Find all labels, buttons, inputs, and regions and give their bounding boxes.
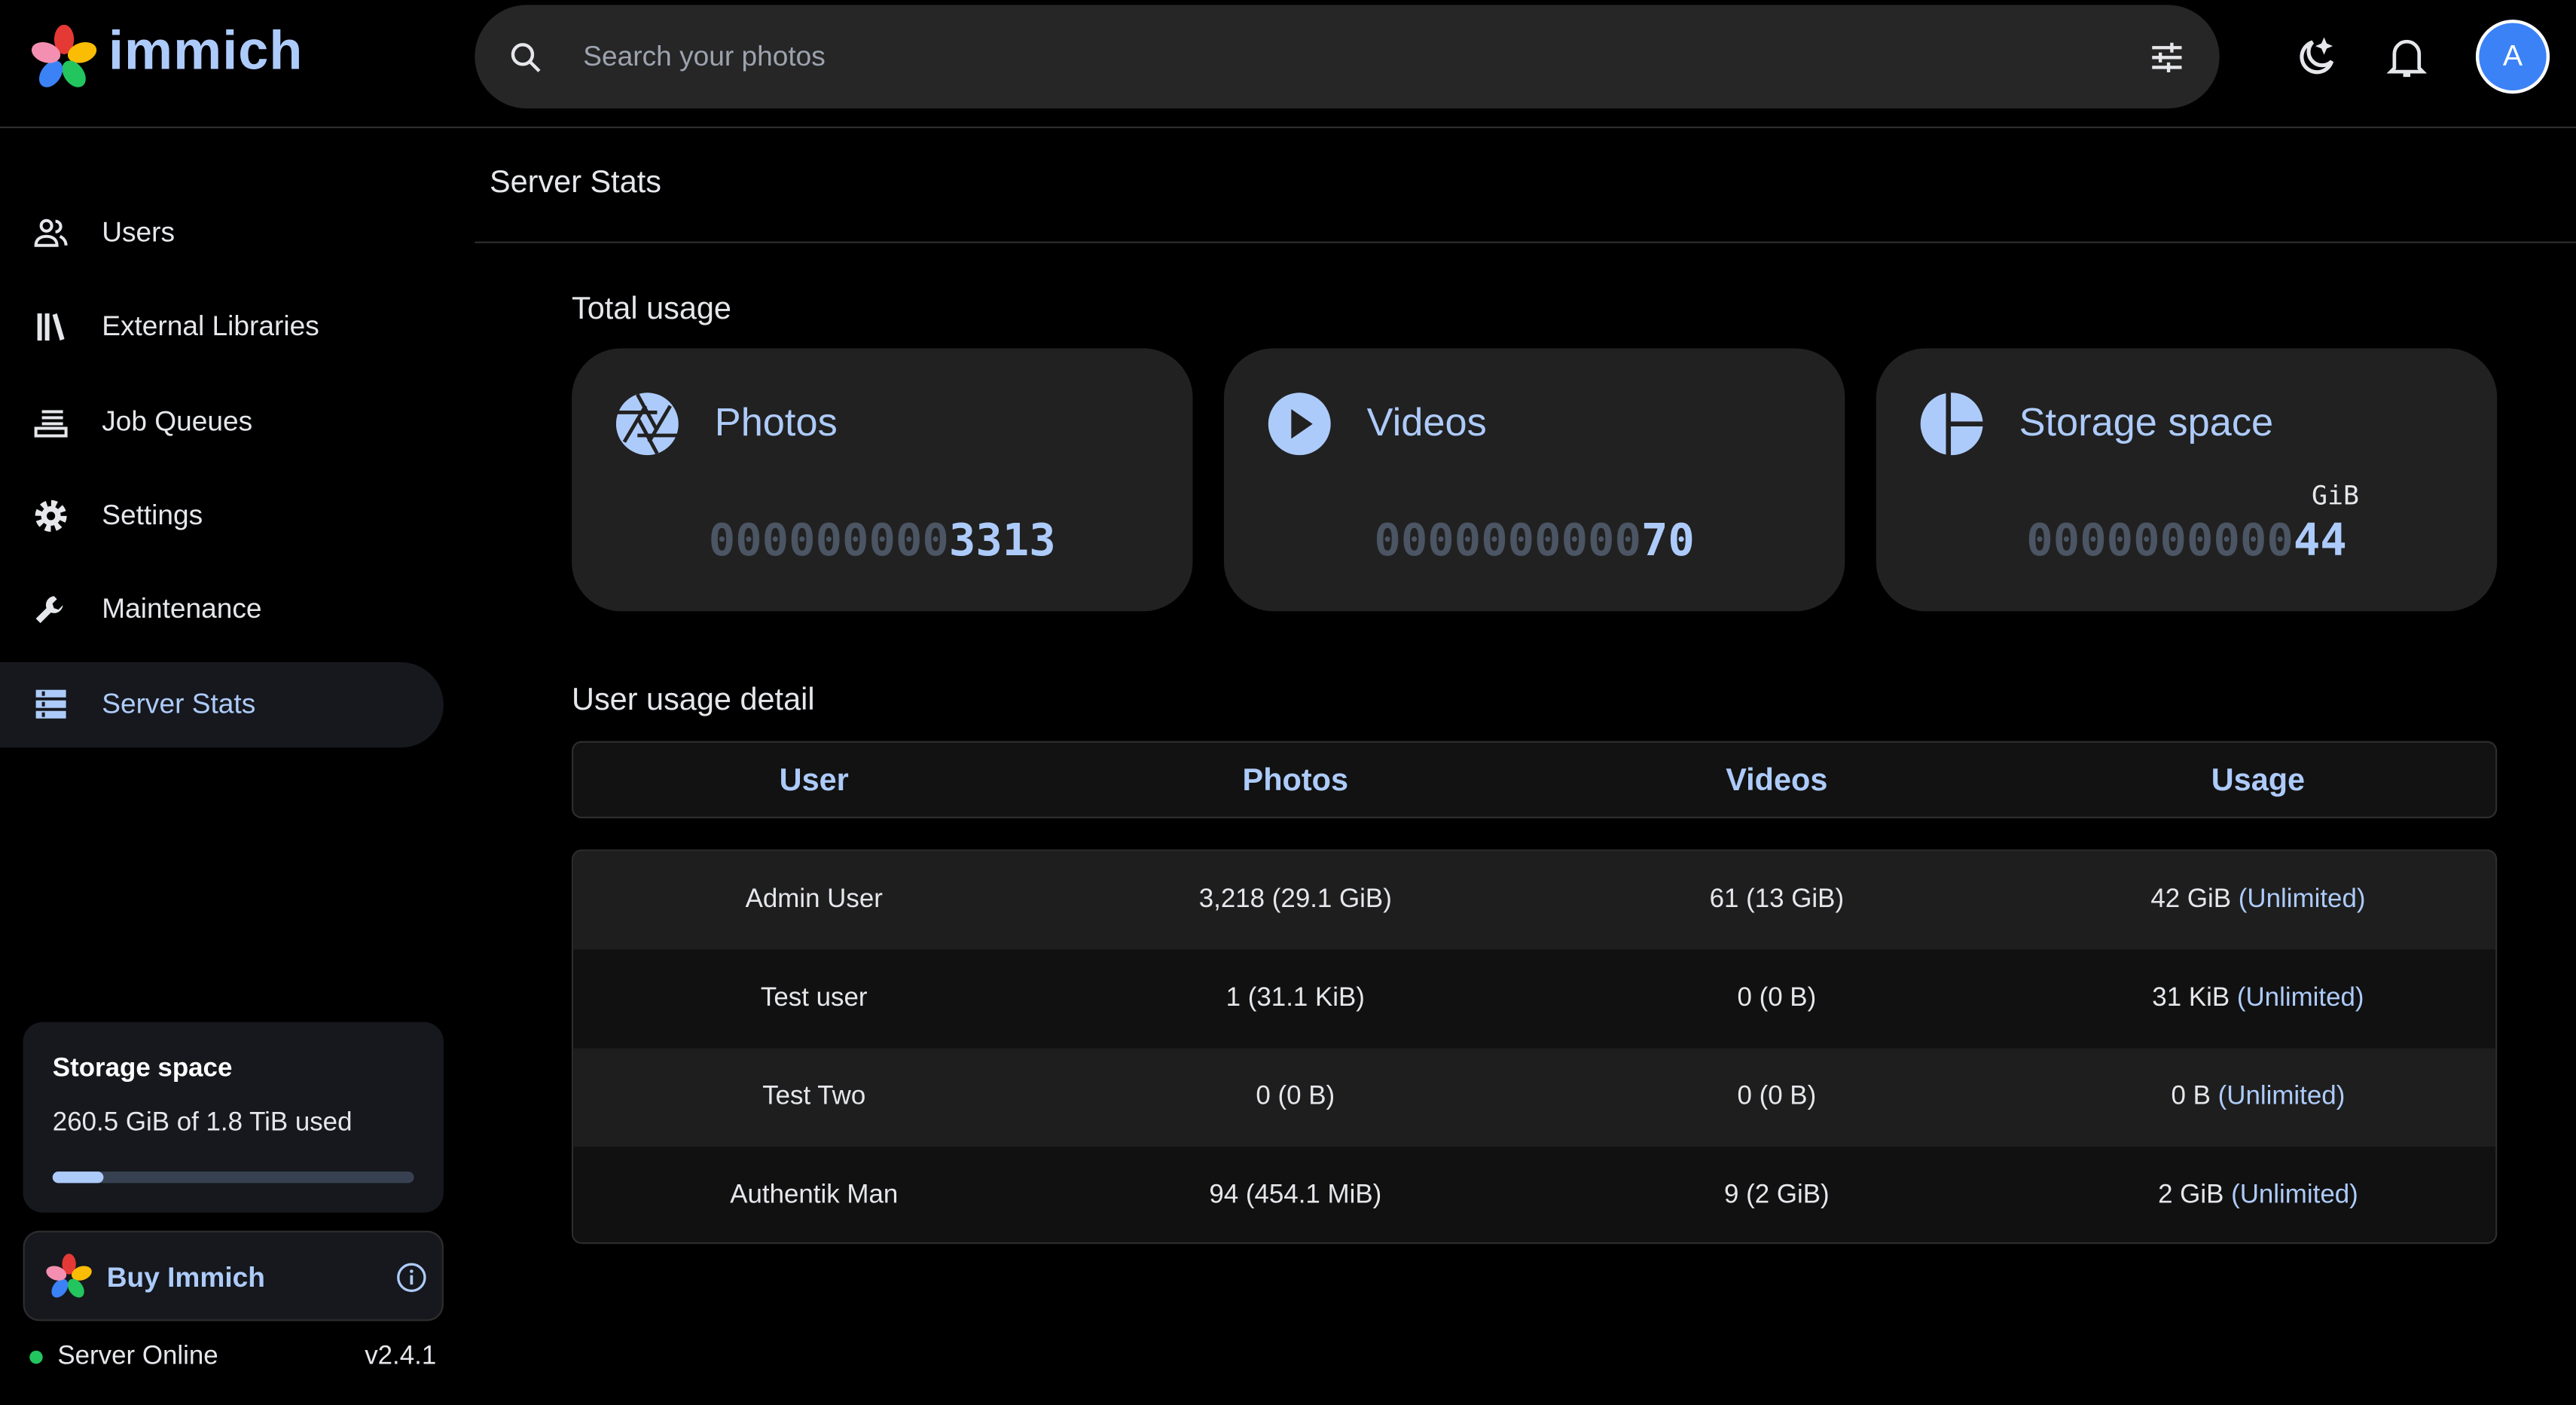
user-usage-table: Admin User 3,218 (29.1 GiB) 61 (13 GiB) 42 … <box>572 849 2498 1245</box>
cell-usage: 31 KiB (Unlimited) <box>2017 984 2495 1013</box>
sidebar-item-server-stats[interactable]: Server Stats <box>0 661 444 748</box>
cell-photos: 0 (0 B) <box>1256 1083 1335 1111</box>
cell-user: Test user <box>760 984 868 1013</box>
buy-immich-label: Buy Immich <box>106 1262 265 1294</box>
notifications-bell-icon[interactable] <box>2385 35 2428 81</box>
table-row: Test user 1 (31.1 KiB) 0 (0 B) 31 KiB (Unli… <box>573 949 2496 1049</box>
total-usage-heading: Total usage <box>572 292 731 328</box>
buy-immich-button[interactable]: Buy Immich <box>23 1230 444 1321</box>
card-title: Videos <box>1366 401 1487 446</box>
photos-card: Photos 0000000003313 <box>572 348 1193 612</box>
cell-videos: 9 (2 GiB) <box>1724 1181 1830 1210</box>
wrench-icon <box>33 591 69 628</box>
column-header-usage: Usage <box>2211 764 2306 799</box>
cell-videos: 0 (0 B) <box>1737 984 1817 1013</box>
usage-value: 2 GiB <box>2158 1181 2224 1210</box>
usage-value: 42 GiB <box>2150 885 2232 914</box>
videos-count: 000000000070 <box>1374 515 1695 567</box>
sidebar-item-job-queues[interactable]: Job Queues <box>0 380 444 465</box>
storage-space-card: Storage space GiB 000000000044 <box>1876 348 2498 612</box>
column-header-user: User <box>779 764 849 799</box>
quota-label: (Unlimited) <box>2231 1181 2358 1210</box>
theme-toggle-icon[interactable] <box>2294 35 2339 81</box>
storage-progress-fill <box>52 1171 103 1184</box>
users-icon <box>33 215 69 252</box>
cell-usage: 0 B (Unlimited) <box>2017 1083 2495 1112</box>
sidebar-item-label: External Libraries <box>102 310 319 342</box>
sidebar-item-maintenance[interactable]: Maintenance <box>0 567 444 652</box>
search-bar[interactable]: Search your photos <box>475 5 2220 108</box>
server-icon <box>33 687 69 723</box>
server-status-text: Server Online <box>57 1342 218 1371</box>
photos-count: 0000000003313 <box>708 515 1056 567</box>
play-circle-icon <box>1267 391 1332 457</box>
storage-progress-bar <box>52 1171 414 1184</box>
immich-logo-icon[interactable] <box>31 24 97 90</box>
server-status-dot <box>29 1350 43 1364</box>
sidebar-item-label: Users <box>102 216 175 249</box>
immich-logo-icon <box>46 1254 92 1300</box>
cell-videos: 61 (13 GiB) <box>1709 885 1845 914</box>
storage-amount: 000000000044 <box>2026 515 2347 567</box>
table-row: Admin User 3,218 (29.1 GiB) 61 (13 GiB) 42 … <box>573 851 2496 950</box>
user-avatar[interactable]: A <box>2475 20 2550 94</box>
videos-card: Videos 000000000070 <box>1223 348 1845 612</box>
page-title: Server Stats <box>489 166 661 201</box>
quota-label: (Unlimited) <box>2217 1083 2346 1111</box>
gear-icon <box>33 498 69 534</box>
quota-label: (Unlimited) <box>2236 984 2364 1013</box>
camera-aperture-icon <box>615 391 680 457</box>
quota-label: (Unlimited) <box>2238 885 2366 914</box>
cell-usage: 2 GiB (Unlimited) <box>2017 1181 2495 1211</box>
card-title: Photos <box>714 401 838 446</box>
sidebar-item-users[interactable]: Users <box>0 191 444 276</box>
app-name[interactable]: immich <box>108 20 304 81</box>
search-filter-icon[interactable] <box>2147 38 2187 77</box>
sidebar-item-label: Maintenance <box>102 593 262 625</box>
top-bar: immich Search your photos A <box>0 0 2576 129</box>
search-input[interactable]: Search your photos <box>583 41 826 72</box>
column-header-videos: Videos <box>1726 764 1828 799</box>
sidebar-item-label: Job Queues <box>102 405 253 438</box>
table-header: User Photos Videos Usage <box>572 741 2498 819</box>
search-icon[interactable] <box>508 39 544 75</box>
sidebar-item-external-libraries[interactable]: External Libraries <box>0 284 444 369</box>
storage-usage-text: 260.5 GiB of 1.8 TiB used <box>52 1109 353 1138</box>
column-header-photos: Photos <box>1242 764 1349 799</box>
usage-value: 0 B <box>2171 1083 2211 1111</box>
cell-user: Test Two <box>762 1083 866 1111</box>
info-icon[interactable] <box>396 1262 427 1293</box>
cell-photos: 3,218 (29.1 GiB) <box>1198 885 1392 914</box>
storage-unit: GiB <box>2312 479 2360 512</box>
cell-photos: 1 (31.1 KiB) <box>1225 984 1365 1013</box>
storage-title: Storage space <box>52 1055 233 1083</box>
cell-photos: 94 (454.1 MiB) <box>1209 1181 1382 1210</box>
table-row: Test Two 0 (0 B) 0 (0 B) 0 B (Unlimited) <box>573 1048 2496 1147</box>
sidebar-item-label: Server Stats <box>102 688 256 720</box>
cell-usage: 42 GiB (Unlimited) <box>2017 885 2495 915</box>
cell-videos: 0 (0 B) <box>1737 1083 1817 1111</box>
sidebar-item-settings[interactable]: Settings <box>0 473 444 558</box>
divider <box>475 241 2576 243</box>
queue-icon <box>33 405 69 441</box>
library-icon <box>33 309 69 345</box>
table-row: Authentik Man 94 (454.1 MiB) 9 (2 GiB) 2 Gi… <box>573 1147 2496 1242</box>
sidebar-item-label: Settings <box>102 499 203 531</box>
pie-chart-icon <box>1919 391 1985 457</box>
user-usage-heading: User usage detail <box>572 683 815 719</box>
cell-user: Admin User <box>745 885 883 914</box>
storage-space-panel: Storage space 260.5 GiB of 1.8 TiB used <box>23 1022 444 1213</box>
cell-user: Authentik Man <box>730 1181 899 1210</box>
card-title: Storage space <box>2019 401 2274 446</box>
server-version[interactable]: v2.4.1 <box>365 1342 437 1371</box>
usage-value: 31 KiB <box>2152 984 2230 1013</box>
